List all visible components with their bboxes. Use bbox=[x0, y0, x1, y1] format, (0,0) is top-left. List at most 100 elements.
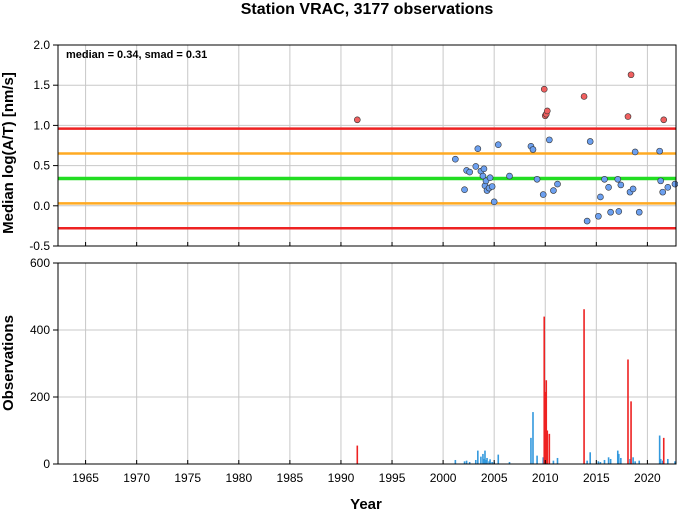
data-point bbox=[461, 186, 468, 194]
observation-bar bbox=[552, 460, 555, 464]
observation-bar bbox=[589, 452, 591, 464]
outlier-point bbox=[580, 93, 588, 100]
chart-title: Station VRAC, 3177 observations bbox=[241, 1, 494, 18]
observation-bar bbox=[536, 455, 538, 464]
observation-bar bbox=[485, 459, 487, 464]
top-y-tick-label: 1.5 bbox=[33, 78, 50, 92]
observation-bar bbox=[597, 461, 600, 464]
data-point bbox=[474, 145, 482, 153]
data-point bbox=[554, 180, 561, 188]
data-point bbox=[586, 138, 594, 145]
data-point bbox=[490, 198, 498, 206]
observation-bar bbox=[638, 460, 641, 464]
data-point bbox=[659, 188, 667, 196]
observation-bar bbox=[532, 412, 534, 464]
data-point bbox=[472, 163, 480, 170]
data-point bbox=[546, 136, 553, 144]
data-point bbox=[656, 147, 663, 155]
bottom-y-tick-label: 400 bbox=[30, 323, 50, 337]
data-point bbox=[635, 208, 643, 216]
observation-bar bbox=[488, 461, 490, 464]
data-point bbox=[539, 191, 547, 198]
top-y-tick-label: 2.0 bbox=[33, 38, 50, 52]
observation-bar bbox=[667, 458, 669, 464]
data-point bbox=[595, 212, 602, 220]
data-point bbox=[466, 168, 473, 176]
observation-bar bbox=[603, 459, 606, 464]
outlier-point bbox=[540, 85, 548, 93]
data-point bbox=[601, 175, 608, 183]
observation-bar bbox=[674, 461, 676, 464]
stats-annotation: median = 0.34, smad = 0.31 bbox=[66, 49, 207, 61]
data-point bbox=[479, 172, 487, 180]
observation-bar bbox=[489, 459, 491, 464]
top-panel: -0.5 0.0 0.5 1.0 1.5 2.0 median = 0.34, smad … bbox=[0, 38, 678, 253]
observation-bar bbox=[463, 461, 466, 464]
x-tick-label: 1995 bbox=[379, 471, 406, 485]
x-tick-label: 2005 bbox=[481, 471, 508, 485]
data-point bbox=[533, 175, 541, 183]
top-y-axis-label: Median log(A/T) [nm/s] bbox=[0, 72, 17, 234]
data-point bbox=[615, 208, 623, 215]
observation-bar bbox=[617, 453, 620, 464]
top-y-tick-label: 0.0 bbox=[33, 199, 50, 213]
observation-bar bbox=[629, 458, 631, 464]
observation-bar bbox=[477, 450, 479, 464]
bottom-y-tick-label: 600 bbox=[30, 256, 50, 270]
data-point bbox=[657, 177, 664, 185]
observation-bar bbox=[508, 461, 511, 464]
data-point bbox=[506, 172, 513, 180]
outlier-point bbox=[624, 113, 632, 120]
outlier-bar bbox=[548, 433, 551, 464]
outlier-bar bbox=[543, 316, 546, 464]
data-point bbox=[664, 184, 672, 191]
observation-bar bbox=[616, 450, 619, 464]
data-point bbox=[494, 141, 502, 148]
top-y-tick-label: -0.5 bbox=[29, 239, 50, 253]
x-tick-label: 2015 bbox=[583, 471, 610, 485]
observation-bar bbox=[468, 461, 471, 464]
observation-bar bbox=[661, 460, 664, 464]
bottom-y-axis-label: Observations bbox=[0, 315, 17, 411]
data-point bbox=[529, 146, 537, 153]
x-tick-label: 1980 bbox=[225, 471, 252, 485]
data-point bbox=[671, 180, 678, 188]
observation-bar bbox=[609, 458, 612, 464]
x-tick-label: 1970 bbox=[123, 471, 150, 485]
x-tick-label: 2000 bbox=[430, 471, 457, 485]
observation-bar bbox=[556, 457, 559, 464]
x-tick-label: 1990 bbox=[328, 471, 355, 485]
bottom-panel: 0 200 400 600 Observations bbox=[0, 256, 677, 471]
outlier-bar bbox=[627, 359, 629, 464]
outlier-point bbox=[543, 107, 551, 115]
outlier-bar bbox=[583, 309, 585, 464]
observation-bar bbox=[599, 461, 602, 464]
outlier-point bbox=[353, 116, 361, 124]
bottom-y-tick-label: 200 bbox=[30, 390, 50, 404]
data-point bbox=[550, 187, 557, 194]
data-point bbox=[607, 208, 614, 216]
data-point bbox=[617, 181, 625, 189]
outlier-bar bbox=[544, 391, 547, 464]
observation-bar bbox=[465, 460, 468, 464]
bottom-y-tick-label: 0 bbox=[43, 457, 50, 471]
observation-bar bbox=[607, 457, 610, 464]
data-point bbox=[597, 193, 604, 201]
data-point bbox=[583, 217, 591, 225]
outlier-point bbox=[627, 71, 635, 79]
x-tick-label: 1975 bbox=[174, 471, 201, 485]
outlier-point bbox=[660, 116, 668, 124]
x-tick-label: 2020 bbox=[634, 471, 661, 485]
observation-bar bbox=[586, 460, 588, 464]
data-point bbox=[486, 174, 494, 181]
observation-bar bbox=[454, 459, 457, 464]
observation-bar bbox=[480, 456, 482, 464]
observation-bar bbox=[491, 461, 493, 464]
data-point bbox=[629, 185, 637, 193]
observation-bar bbox=[542, 457, 545, 464]
observation-bars bbox=[356, 309, 676, 464]
x-tick-label: 2010 bbox=[532, 471, 559, 485]
x-axis-label: Year bbox=[350, 496, 382, 511]
